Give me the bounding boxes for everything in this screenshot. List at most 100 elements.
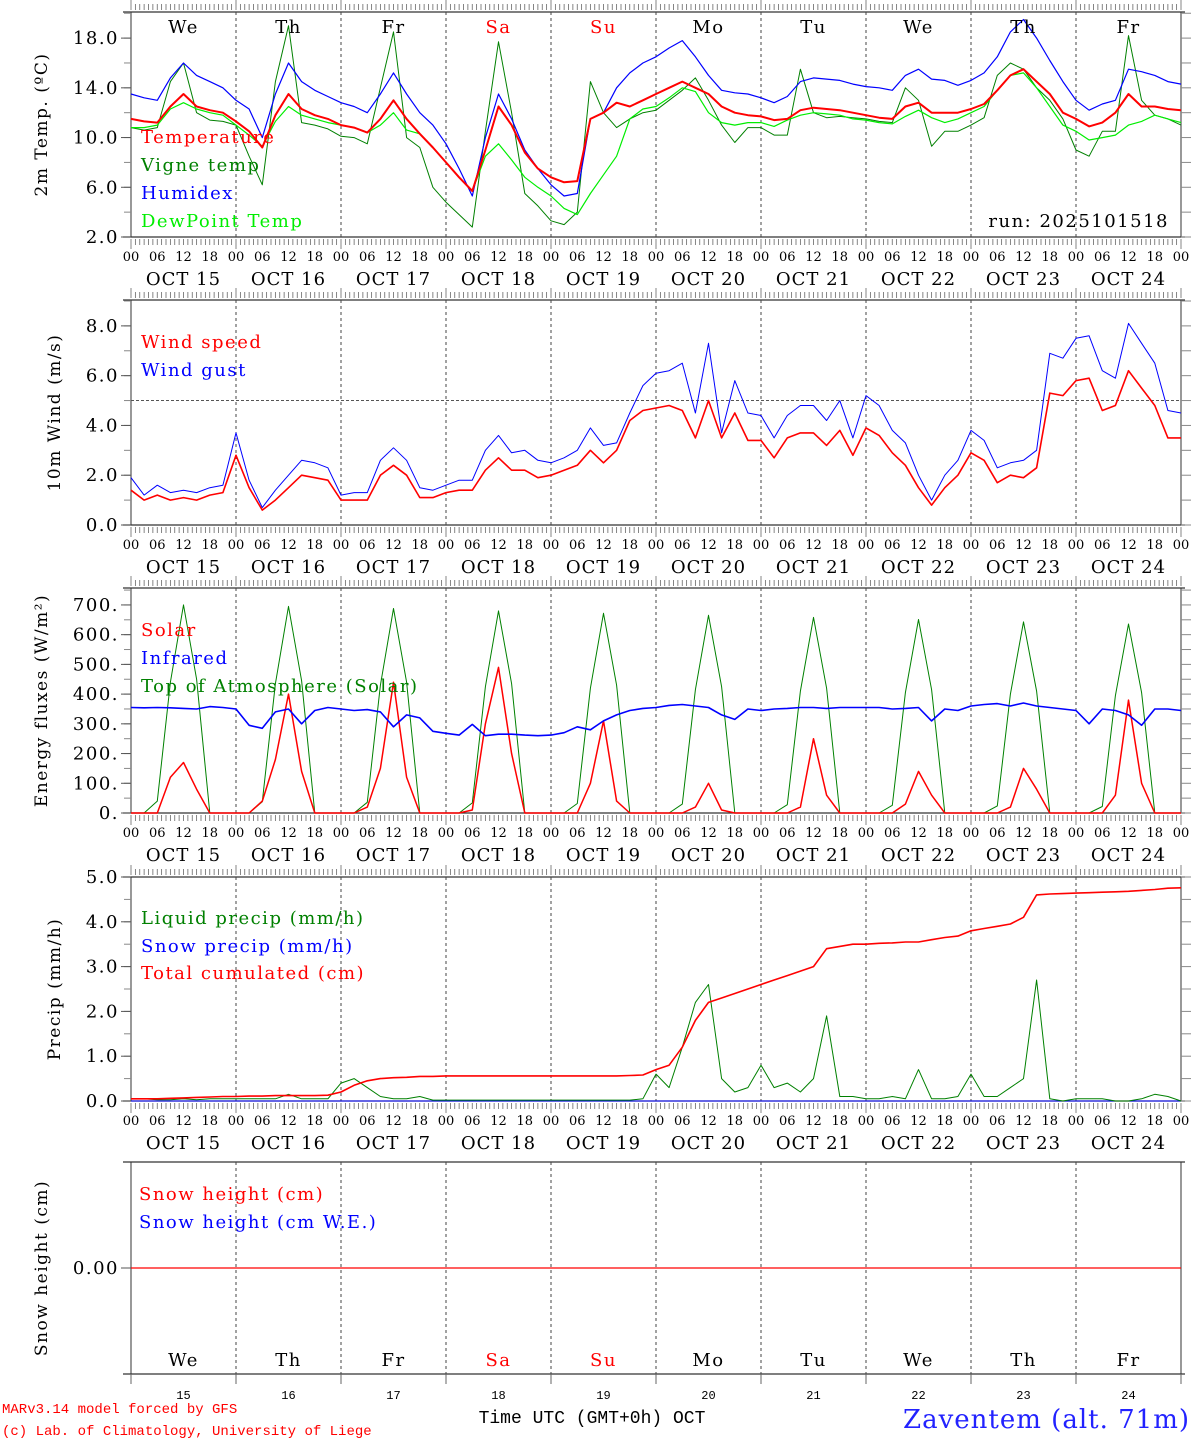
legend-entry: Total cumulated (cm) bbox=[141, 963, 365, 984]
x-hour-label: 06 bbox=[884, 538, 901, 553]
x-hour-label: 00 bbox=[963, 250, 980, 265]
y-tick-label: 6.0 bbox=[86, 177, 119, 198]
x-hour-label: 12 bbox=[1120, 538, 1137, 553]
x-hour-label: 18 bbox=[621, 826, 638, 841]
day-number-label: 23 bbox=[1016, 1389, 1030, 1403]
weekday-label: We bbox=[168, 1350, 199, 1371]
x-hour-label: 00 bbox=[858, 826, 875, 841]
x-hour-label: 06 bbox=[779, 1114, 796, 1129]
x-hour-label: 00 bbox=[228, 1114, 245, 1129]
x-hour-label: 12 bbox=[490, 250, 507, 265]
y-tick-label: 0.0 bbox=[86, 515, 119, 536]
x-hour-label: 00 bbox=[1173, 250, 1190, 265]
x-hour-label: 00 bbox=[543, 250, 560, 265]
x-hour-label: 00 bbox=[333, 1114, 350, 1129]
x-hour-label: 12 bbox=[595, 826, 612, 841]
legend-entry: Snow height (cm W.E.) bbox=[139, 1212, 377, 1233]
day-number-label: 17 bbox=[386, 1389, 400, 1403]
y-axis-label: 10m Wind (m/s) bbox=[45, 334, 65, 492]
y-tick-label: 1.0 bbox=[86, 1046, 119, 1067]
x-hour-label: 12 bbox=[280, 826, 297, 841]
x-hour-label: 06 bbox=[1094, 538, 1111, 553]
x-hour-label: 12 bbox=[805, 826, 822, 841]
x-hour-label: 18 bbox=[1146, 1114, 1163, 1129]
weekday-label: Sa bbox=[485, 17, 511, 38]
legend-entry: Snow precip (mm/h) bbox=[141, 936, 354, 957]
day-number-label: 18 bbox=[491, 1389, 505, 1403]
x-date-label: OCT 23 bbox=[986, 1133, 1061, 1154]
y-tick-label: 200. bbox=[73, 744, 119, 765]
x-hour-label: 00 bbox=[543, 538, 560, 553]
x-hour-label: 00 bbox=[753, 250, 770, 265]
legend-entry: Vigne temp bbox=[140, 155, 260, 176]
x-hour-label: 00 bbox=[1068, 1114, 1085, 1129]
x-hour-label: 00 bbox=[228, 538, 245, 553]
x-date-label: OCT 17 bbox=[356, 269, 431, 290]
x-date-label: OCT 18 bbox=[461, 845, 536, 866]
x-hour-label: 18 bbox=[1041, 1114, 1058, 1129]
x-hour-label: 12 bbox=[490, 826, 507, 841]
legend-entry: Humidex bbox=[141, 183, 234, 204]
x-hour-label: 18 bbox=[726, 1114, 743, 1129]
y-tick-label: 2.0 bbox=[86, 1001, 119, 1022]
weekday-label: Mo bbox=[692, 1350, 724, 1371]
x-hour-label: 18 bbox=[621, 250, 638, 265]
weekday-label: Th bbox=[1010, 1350, 1037, 1371]
series-line-liquid-precip-mm-h bbox=[131, 979, 1182, 1102]
x-date-label: OCT 20 bbox=[671, 845, 746, 866]
x-hour-label: 06 bbox=[989, 826, 1006, 841]
x-hour-label: 12 bbox=[280, 1114, 297, 1129]
x-hour-label: 00 bbox=[648, 826, 665, 841]
weekday-label: Fr bbox=[381, 1350, 405, 1371]
legend-entry: Wind speed bbox=[141, 332, 262, 353]
x-hour-label: 12 bbox=[700, 1114, 717, 1129]
x-hour-label: 06 bbox=[149, 250, 166, 265]
x-hour-label: 00 bbox=[333, 826, 350, 841]
y-axis-label: Precip (mm/h) bbox=[45, 918, 65, 1061]
x-hour-label: 12 bbox=[910, 250, 927, 265]
x-date-label: OCT 19 bbox=[566, 1133, 641, 1154]
x-hour-label: 06 bbox=[149, 826, 166, 841]
weekday-label: Th bbox=[275, 17, 302, 38]
y-axis-label: Snow height (cm) bbox=[32, 1180, 52, 1356]
x-hour-label: 06 bbox=[359, 538, 376, 553]
x-hour-label: 18 bbox=[831, 538, 848, 553]
x-hour-label: 12 bbox=[385, 538, 402, 553]
x-hour-label: 06 bbox=[884, 826, 901, 841]
x-hour-label: 00 bbox=[1068, 250, 1085, 265]
x-hour-label: 00 bbox=[438, 538, 455, 553]
x-hour-label: 18 bbox=[201, 826, 218, 841]
x-date-label: OCT 24 bbox=[1091, 269, 1166, 290]
x-date-label: OCT 20 bbox=[671, 1133, 746, 1154]
legend-entry: Solar bbox=[141, 620, 197, 641]
x-hour-label: 06 bbox=[254, 826, 271, 841]
x-hour-label: 18 bbox=[936, 1114, 953, 1129]
x-date-label: OCT 15 bbox=[146, 845, 221, 866]
day-number-label: 20 bbox=[701, 1389, 715, 1403]
y-tick-label: 0.0 bbox=[86, 1091, 119, 1112]
legend-entry: Liquid precip (mm/h) bbox=[141, 908, 365, 929]
x-date-label: OCT 24 bbox=[1091, 557, 1166, 578]
station-title: Zaventem (alt. 71m) bbox=[903, 1405, 1190, 1435]
series-line-infrared bbox=[130, 702, 1182, 737]
y-tick-label: 3.0 bbox=[86, 957, 119, 978]
x-hour-label: 18 bbox=[726, 826, 743, 841]
x-hour-label: 00 bbox=[858, 1114, 875, 1129]
x-hour-label: 00 bbox=[123, 826, 140, 841]
x-hour-label: 12 bbox=[1015, 826, 1032, 841]
weekday-label: Su bbox=[590, 1350, 617, 1371]
x-date-label: OCT 21 bbox=[776, 1133, 851, 1154]
x-date-label: OCT 24 bbox=[1091, 1133, 1166, 1154]
x-date-label: OCT 22 bbox=[881, 845, 956, 866]
x-hour-label: 06 bbox=[569, 826, 586, 841]
x-date-label: OCT 18 bbox=[461, 1133, 536, 1154]
y-tick-label: 18.0 bbox=[73, 28, 119, 49]
x-date-label: OCT 16 bbox=[251, 269, 326, 290]
x-date-label: OCT 19 bbox=[566, 557, 641, 578]
weekday-label: Fr bbox=[1116, 1350, 1140, 1371]
y-tick-label: 600. bbox=[73, 625, 119, 646]
x-date-label: OCT 19 bbox=[566, 845, 641, 866]
x-hour-label: 12 bbox=[490, 538, 507, 553]
x-hour-label: 00 bbox=[438, 250, 455, 265]
x-hour-label: 00 bbox=[543, 1114, 560, 1129]
